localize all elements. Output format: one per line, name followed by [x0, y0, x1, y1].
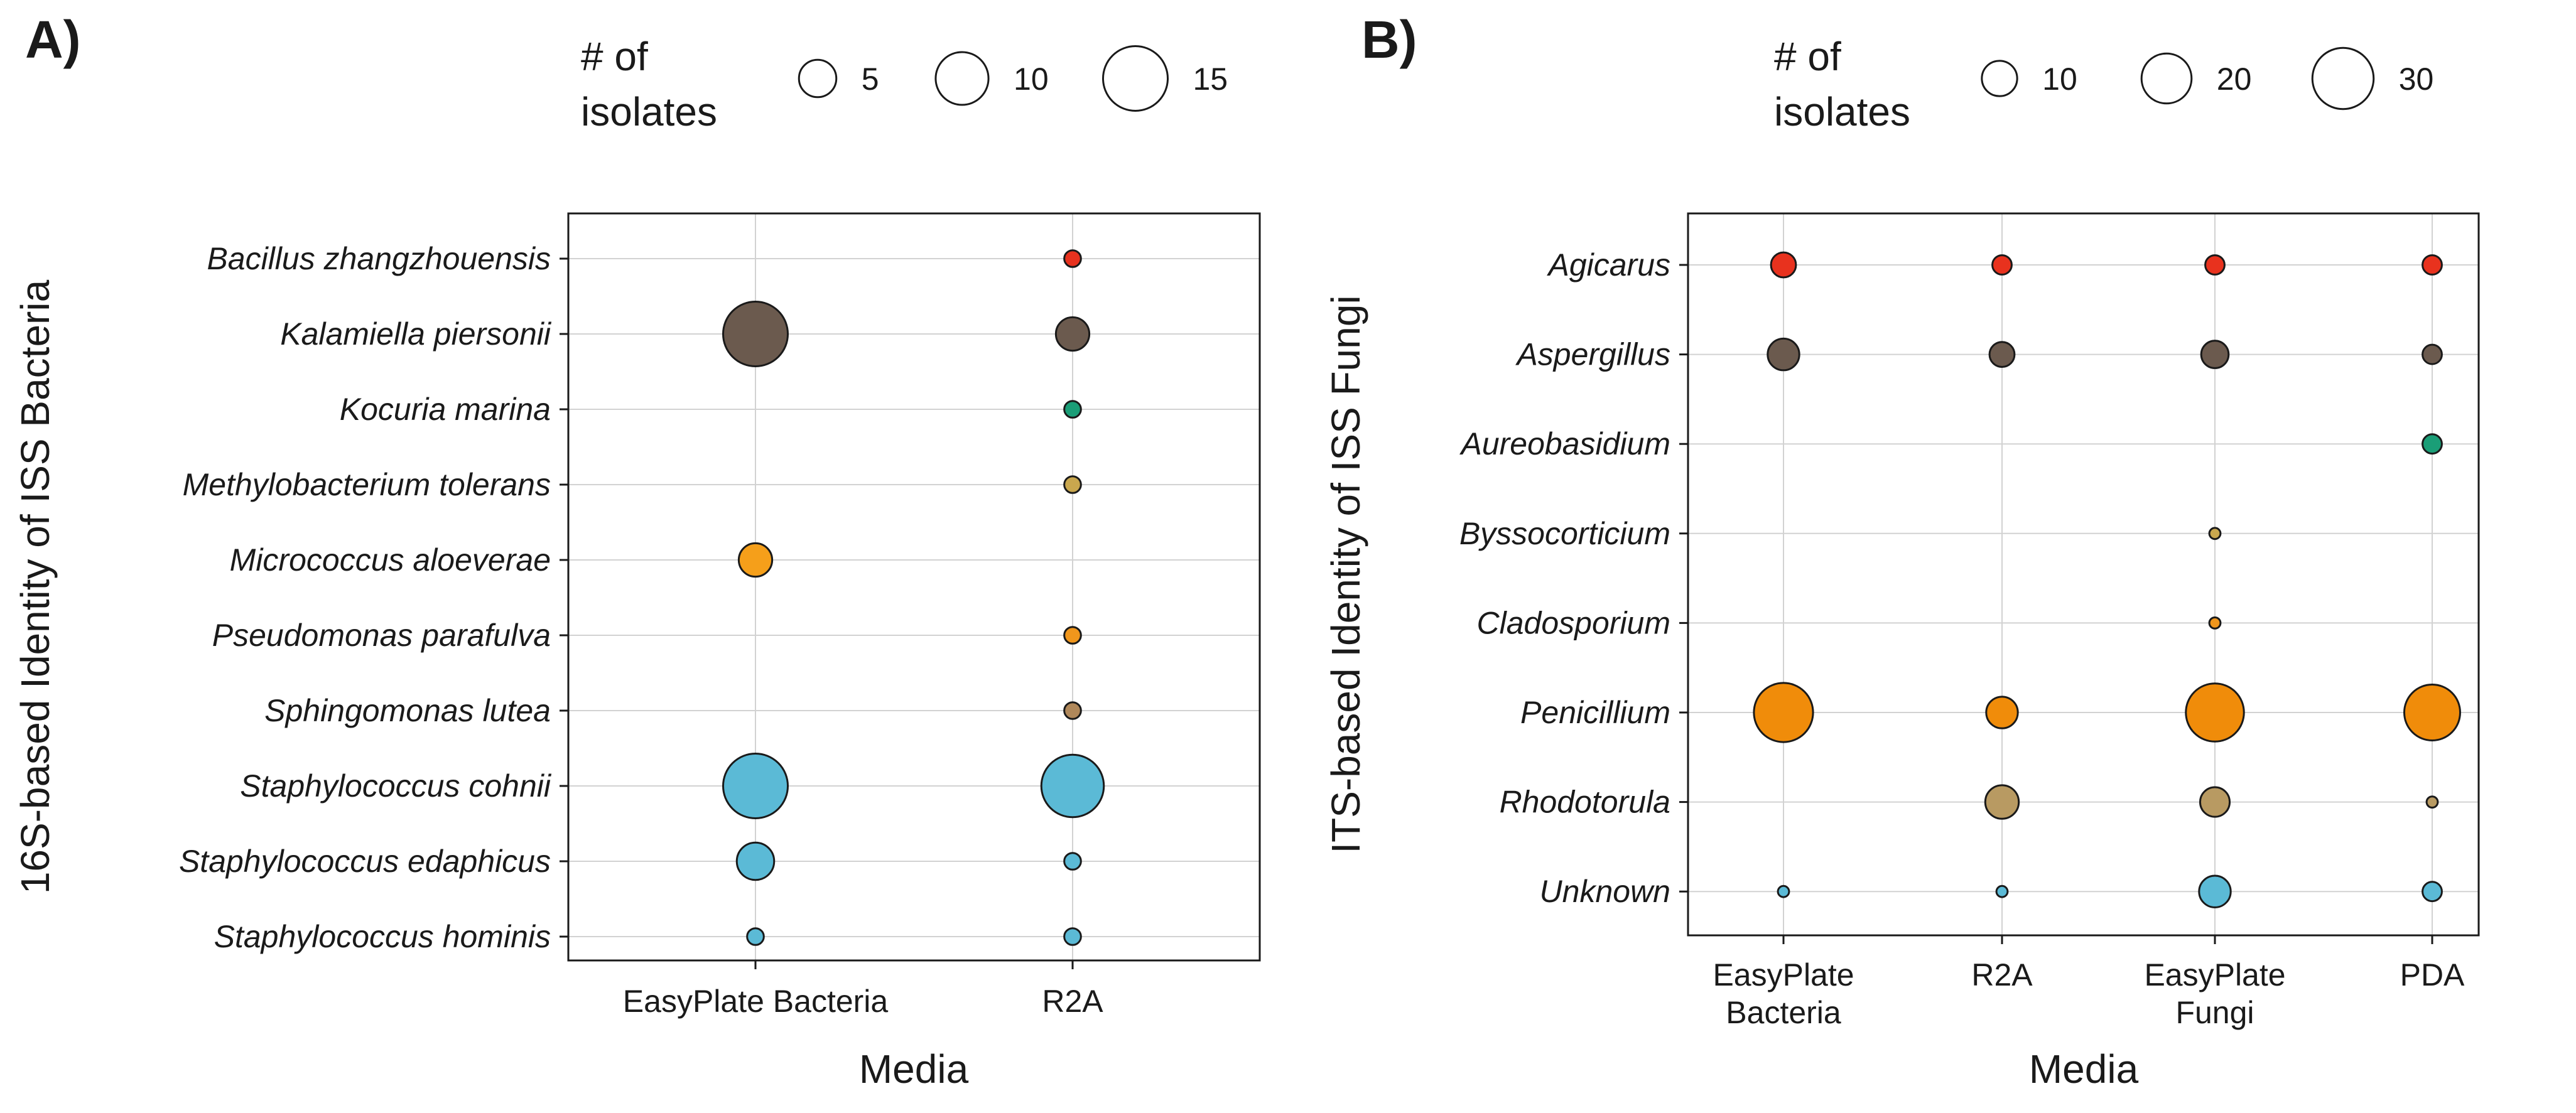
point-staphylococcus-edaphicus-1 [1063, 852, 1082, 871]
point-penicillium-1 [1985, 696, 2019, 729]
point-agicarus-0 [1770, 251, 1797, 279]
y-axis-title-a: 16S-based Identity of ISS Bacteria [13, 279, 58, 894]
y-tick-label-unknown: Unknown [1540, 874, 1670, 909]
legend-label-10: 10 [1014, 62, 1049, 97]
y-tick-label-staphylococcus-edaphicus: Staphylococcus edaphicus [179, 844, 551, 879]
point-unknown-3 [2422, 881, 2443, 903]
x-tick-label-pda-3: PDA [2400, 957, 2465, 992]
legend-circle-5 [798, 58, 838, 99]
point-staphylococcus-hominis-0 [746, 927, 765, 946]
point-aspergillus-1 [1988, 341, 2016, 368]
y-tick-label-penicillium: Penicillium [1520, 695, 1670, 730]
y-tick-label-aureobasidium: Aureobasidium [1459, 426, 1670, 461]
y-tick-label-bacillus-zhangzhouensis: Bacillus zhangzhouensis [207, 241, 551, 276]
point-aspergillus-0 [1767, 337, 1800, 372]
y-tick-label-aspergillus: Aspergillus [1515, 337, 1670, 372]
legend-circle-15 [1101, 45, 1169, 112]
legend-circle-10 [934, 51, 990, 106]
point-methylobacterium-tolerans-1 [1063, 475, 1082, 494]
y-axis-title-b: ITS-based Identity of ISS Fungi [1323, 295, 1368, 853]
x-axis-title-a: Media [859, 1046, 969, 1092]
point-bacillus-zhangzhouensis-1 [1063, 249, 1082, 268]
point-pseudomonas-parafulva-1 [1063, 626, 1082, 645]
point-kalamiella-piersonii-1 [1054, 316, 1091, 352]
y-tick-label-staphylococcus-hominis: Staphylococcus hominis [214, 919, 551, 954]
y-tick-label-kalamiella-piersonii: Kalamiella piersonii [280, 316, 552, 352]
x-tick-label-fungi-2: Fungi [2175, 995, 2254, 1030]
point-agicarus-1 [1991, 254, 2013, 276]
point-agicarus-3 [2422, 254, 2443, 276]
point-staphylococcus-cohnii-0 [722, 752, 789, 820]
y-tick-label-kocuria-marina: Kocuria marina [340, 392, 551, 427]
y-tick-label-micrococcus-aloeverae: Micrococcus aloeverae [230, 542, 551, 578]
legend-title-line1-b: # of [1774, 34, 1841, 79]
x-tick-label-easyplate-bacteria-0: EasyPlate Bacteria [623, 984, 889, 1019]
panel-label-b: B) [1361, 10, 1417, 69]
point-staphylococcus-edaphicus-0 [735, 841, 776, 881]
y-tick-label-agicarus: Agicarus [1546, 247, 1670, 282]
point-agicarus-2 [2204, 254, 2226, 276]
y-tick-label-cladosporium: Cladosporium [1477, 605, 1670, 640]
y-tick-label-sphingomonas-lutea: Sphingomonas lutea [264, 693, 551, 728]
point-rhodotorula-2 [2199, 786, 2231, 818]
point-staphylococcus-cohnii-1 [1040, 753, 1105, 819]
legend-label-20: 20 [2217, 62, 2252, 97]
point-aureobasidium-3 [2422, 433, 2443, 455]
x-tick-label-r2a-1: R2A [1971, 957, 2033, 992]
point-aspergillus-2 [2200, 340, 2230, 369]
legend-circle-30 [2311, 46, 2375, 110]
legend-circle-20 [2140, 52, 2193, 105]
panel-b: B) Agicarus Aspergillus Aureobasidium Byssoc… [1323, 10, 2480, 1092]
y-tick-label-rhodotorula: Rhodotorula [1500, 785, 1670, 820]
legend-label-5: 5 [862, 62, 879, 97]
legend-title-line1-a: # of [581, 34, 648, 79]
point-kalamiella-piersonii-0 [722, 300, 789, 368]
point-penicillium-0 [1753, 682, 1814, 743]
point-penicillium-3 [2403, 684, 2461, 741]
panel-a: A) Bacillus zhangzhouensis Kalamiella pier… [13, 10, 1261, 1092]
x-tick-label-bacteria-0: Bacteria [1726, 995, 1841, 1030]
point-unknown-2 [2198, 874, 2232, 908]
plot-frame-a [567, 212, 1261, 962]
point-sphingomonas-lutea-1 [1063, 701, 1082, 720]
point-cladosporium-2 [2208, 616, 2222, 630]
y-tick-label-staphylococcus-cohnii: Staphylococcus cohnii [240, 768, 552, 804]
point-micrococcus-aloeverae-0 [737, 542, 774, 578]
panel-label-a: A) [25, 10, 81, 69]
point-rhodotorula-3 [2425, 795, 2439, 809]
plot-frame-b [1687, 212, 2480, 937]
point-penicillium-2 [2185, 682, 2245, 743]
x-tick-label-r2a-1: R2A [1042, 984, 1103, 1019]
y-tick-label-byssocorticium: Byssocorticium [1459, 516, 1670, 551]
point-rhodotorula-1 [1984, 784, 2020, 820]
point-byssocorticium-2 [2208, 527, 2222, 540]
x-tick-label-easyplate-2: EasyPlate [2144, 957, 2285, 992]
point-kocuria-marina-1 [1063, 400, 1082, 419]
x-tick-label-easyplate-0: EasyPlate [1713, 957, 1854, 992]
point-staphylococcus-hominis-1 [1063, 927, 1082, 946]
legend-circle-10 [1981, 60, 2018, 97]
legend-title-line2-b: isolates [1774, 89, 1910, 134]
point-aspergillus-3 [2422, 343, 2443, 365]
legend-title-line2-a: isolates [581, 89, 717, 134]
legend-label-30: 30 [2399, 62, 2434, 97]
legend-label-10: 10 [2042, 62, 2077, 97]
x-axis-title-b: Media [2029, 1046, 2139, 1092]
legend-label-15: 15 [1193, 62, 1228, 97]
point-unknown-0 [1777, 884, 1790, 898]
y-tick-label-pseudomonas-parafulva: Pseudomonas parafulva [212, 618, 551, 653]
point-unknown-1 [1995, 884, 2009, 898]
y-tick-label-methylobacterium-tolerans: Methylobacterium tolerans [183, 467, 551, 502]
